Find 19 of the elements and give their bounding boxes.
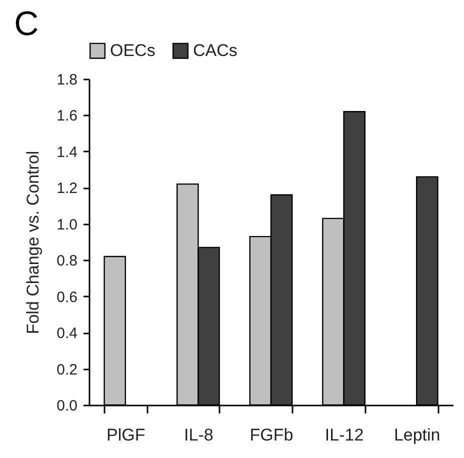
y-axis-title: Fold Change vs. Control xyxy=(24,150,43,334)
x-tick-label: Leptin xyxy=(394,426,440,444)
y-tick-label: 0.4 xyxy=(56,325,78,342)
y-tick-label: 1.8 xyxy=(56,72,78,88)
y-tick-label: 0.8 xyxy=(56,252,78,270)
x-tick-label: IL-8 xyxy=(184,426,214,444)
y-tick-label: 1.6 xyxy=(56,108,78,125)
y-tick-label: 1.2 xyxy=(56,180,78,198)
y-tick-label: 1.0 xyxy=(56,216,78,234)
y-tick-label: 0.2 xyxy=(56,361,78,378)
chart-title: C xyxy=(14,5,39,43)
x-tick-label: IL-12 xyxy=(324,426,364,444)
x-tick-label: FGFb xyxy=(250,426,294,444)
x-tick-label: PlGF xyxy=(106,426,146,444)
y-tick-label: 0.0 xyxy=(56,398,78,414)
y-tick-label: 0.6 xyxy=(56,288,78,306)
legend-label: CACs xyxy=(193,40,238,60)
legend-label: OECs xyxy=(110,40,156,60)
y-tick-label: 1.4 xyxy=(56,144,78,161)
